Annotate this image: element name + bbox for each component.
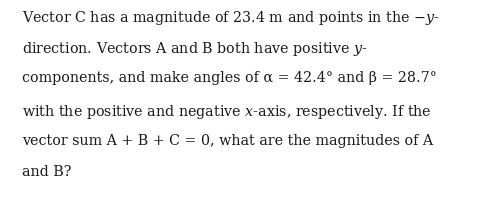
Text: direction. Vectors A and B both have positive $y$-: direction. Vectors A and B both have pos… [22,40,367,58]
Text: vector sum A + B + C = 0, what are the magnitudes of A: vector sum A + B + C = 0, what are the m… [22,134,433,148]
Text: Vector C has a magnitude of 23.4 m and points in the −$y$-: Vector C has a magnitude of 23.4 m and p… [22,9,439,27]
Text: and B?: and B? [22,165,71,179]
Text: components, and make angles of α = 42.4° and β = 28.7°: components, and make angles of α = 42.4°… [22,71,436,86]
Text: with the positive and negative $x$-axis, respectively. If the: with the positive and negative $x$-axis,… [22,103,432,121]
